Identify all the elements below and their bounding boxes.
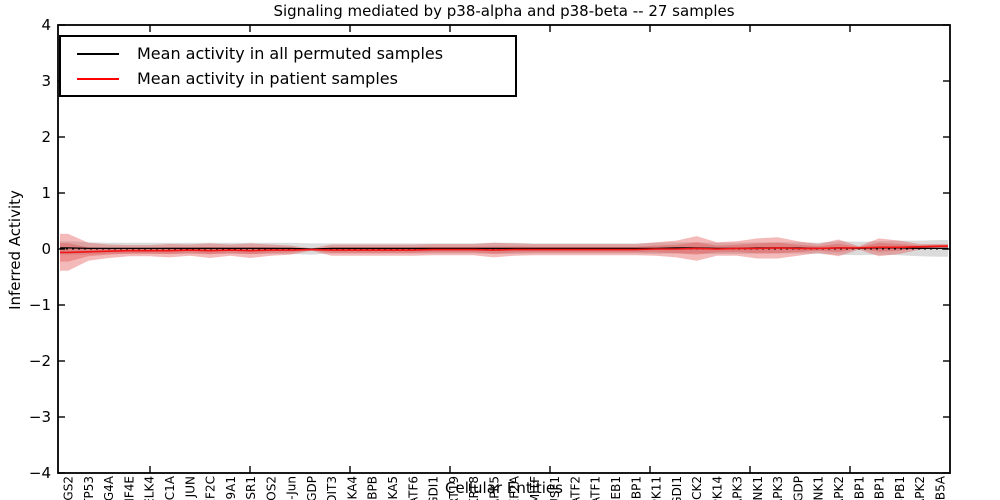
- x-category-label: p38alpha-beta/MAPKAPK3: [771, 476, 785, 500]
- x-category-label: KRT19: [447, 476, 461, 500]
- x-category-label: ESR1: [244, 476, 258, 500]
- x-category-label: ATF2: [568, 476, 582, 500]
- x-category-label: MAPKAPK2: [913, 476, 927, 500]
- x-category-label: MKNK1: [812, 476, 826, 500]
- y-tick-label: 2: [41, 128, 51, 146]
- x-category-label: RPS6KA4: [345, 476, 359, 500]
- x-category-label: GDI1: [427, 476, 441, 500]
- x-category-label: PTGS2: [62, 476, 76, 500]
- x-category-label: RAB5/GDP: [791, 476, 805, 500]
- x-category-label: RAB5/GDP/GDI1: [670, 476, 684, 500]
- y-tick-label: 3: [41, 72, 51, 90]
- x-category-label: p38alpha-beta/MAPKAPK2: [832, 476, 846, 500]
- x-axis-title: Cellular Entities: [445, 479, 563, 497]
- patient-mean-line: [60, 245, 948, 254]
- patient-std-inner-band: [60, 242, 948, 262]
- x-category-label: p38alpha-beta/CK2: [690, 476, 704, 500]
- y-tick-label: −1: [29, 296, 51, 314]
- x-category-label: NOS2: [264, 476, 278, 500]
- x-category-label: CREB1: [609, 476, 623, 500]
- legend-label-permuted: Mean activity in all permuted samples: [137, 44, 444, 63]
- legend: Mean activity in all permuted samples Me…: [59, 35, 517, 97]
- x-category-label: MITF: [528, 476, 542, 500]
- y-tick-label: 0: [41, 240, 51, 258]
- patient-std-band: [60, 233, 948, 271]
- x-category-label: MAPK14: [710, 476, 724, 500]
- y-tick-label: −2: [29, 352, 51, 370]
- x-category-label: EIF4E: [122, 476, 136, 500]
- x-category-label: ATF1: [589, 476, 603, 500]
- x-category-label: KRT8: [467, 476, 481, 500]
- y-tick-label: −4: [29, 464, 51, 482]
- legend-item-permuted: Mean activity in all permuted samples: [61, 44, 515, 63]
- x-category-label: MAPKAPK5: [487, 476, 501, 500]
- x-category-label: MEF2A: [508, 475, 522, 500]
- x-category-label: TP53: [82, 476, 96, 500]
- chart-title: Signaling mediated by p38-alpha and p38-…: [273, 2, 735, 20]
- x-category-label: RPS6KA5: [386, 476, 400, 500]
- x-category-label: RAB5A: [933, 475, 947, 500]
- y-tick-label: −3: [29, 408, 51, 426]
- y-tick-label: 4: [41, 16, 51, 34]
- x-category-label: p38alpha-beta/MNK1: [751, 476, 765, 500]
- x-category-label: PPARGC1A: [163, 475, 177, 500]
- x-category-label: MAPK11: [650, 476, 664, 500]
- x-category-label: CEBPB: [366, 476, 380, 500]
- x-category-label: ATF2/c-Jun: [285, 476, 299, 500]
- x-category-label: HBP1: [852, 476, 866, 500]
- y-axis-title: Inferred Activity: [6, 190, 24, 310]
- legend-label-patient: Mean activity in patient samples: [137, 69, 398, 88]
- x-category-label: SLC9A1: [224, 476, 238, 500]
- legend-line-permuted-icon: [77, 52, 119, 55]
- x-category-label: MAPKAPK3: [731, 476, 745, 500]
- legend-item-patient: Mean activity in patient samples: [61, 69, 515, 88]
- x-category-label: USF1: [548, 476, 562, 500]
- x-category-label: ELK4: [143, 476, 157, 500]
- legend-line-patient-icon: [77, 77, 119, 80]
- x-category-label: MEF2C: [204, 476, 218, 500]
- x-category-label: PLA2G4A: [102, 475, 116, 500]
- x-category-label: ATF6: [406, 476, 420, 500]
- x-category-label: DDIT3: [325, 476, 339, 500]
- x-category-label: mol:GDP: [305, 476, 319, 500]
- x-category-label: JUN: [183, 476, 197, 498]
- x-category-label: p38alpha-beta/HBP1: [873, 476, 887, 500]
- y-tick-label: 1: [41, 184, 51, 202]
- x-category-label: EIF4EBP1: [629, 476, 643, 500]
- x-category-label: HSPB1: [893, 476, 907, 500]
